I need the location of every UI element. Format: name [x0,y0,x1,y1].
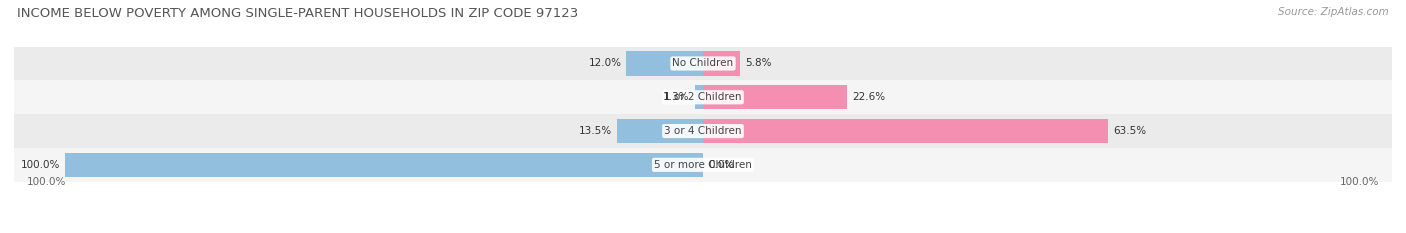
Bar [695,85,703,110]
Text: 100.0%: 100.0% [1340,177,1379,187]
Bar [703,85,848,110]
Bar [14,80,1392,114]
Text: 3 or 4 Children: 3 or 4 Children [664,126,742,136]
Text: 5.8%: 5.8% [745,58,772,69]
Bar [627,51,703,76]
Text: 12.0%: 12.0% [588,58,621,69]
Text: INCOME BELOW POVERTY AMONG SINGLE-PARENT HOUSEHOLDS IN ZIP CODE 97123: INCOME BELOW POVERTY AMONG SINGLE-PARENT… [17,7,578,20]
Bar [65,153,703,177]
Bar [14,114,1392,148]
Bar [14,148,1392,182]
Text: Source: ZipAtlas.com: Source: ZipAtlas.com [1278,7,1389,17]
Text: 63.5%: 63.5% [1114,126,1146,136]
Text: 13.5%: 13.5% [579,126,612,136]
Text: 22.6%: 22.6% [852,92,886,102]
Bar [703,51,740,76]
Bar [703,119,1108,143]
Text: 1.3%: 1.3% [664,92,689,102]
Text: 100.0%: 100.0% [21,160,60,170]
Text: No Children: No Children [672,58,734,69]
Text: 100.0%: 100.0% [27,177,66,187]
Text: 0.0%: 0.0% [709,160,734,170]
Bar [14,47,1392,80]
Bar [617,119,703,143]
Text: 5 or more Children: 5 or more Children [654,160,752,170]
Text: 1 or 2 Children: 1 or 2 Children [664,92,742,102]
